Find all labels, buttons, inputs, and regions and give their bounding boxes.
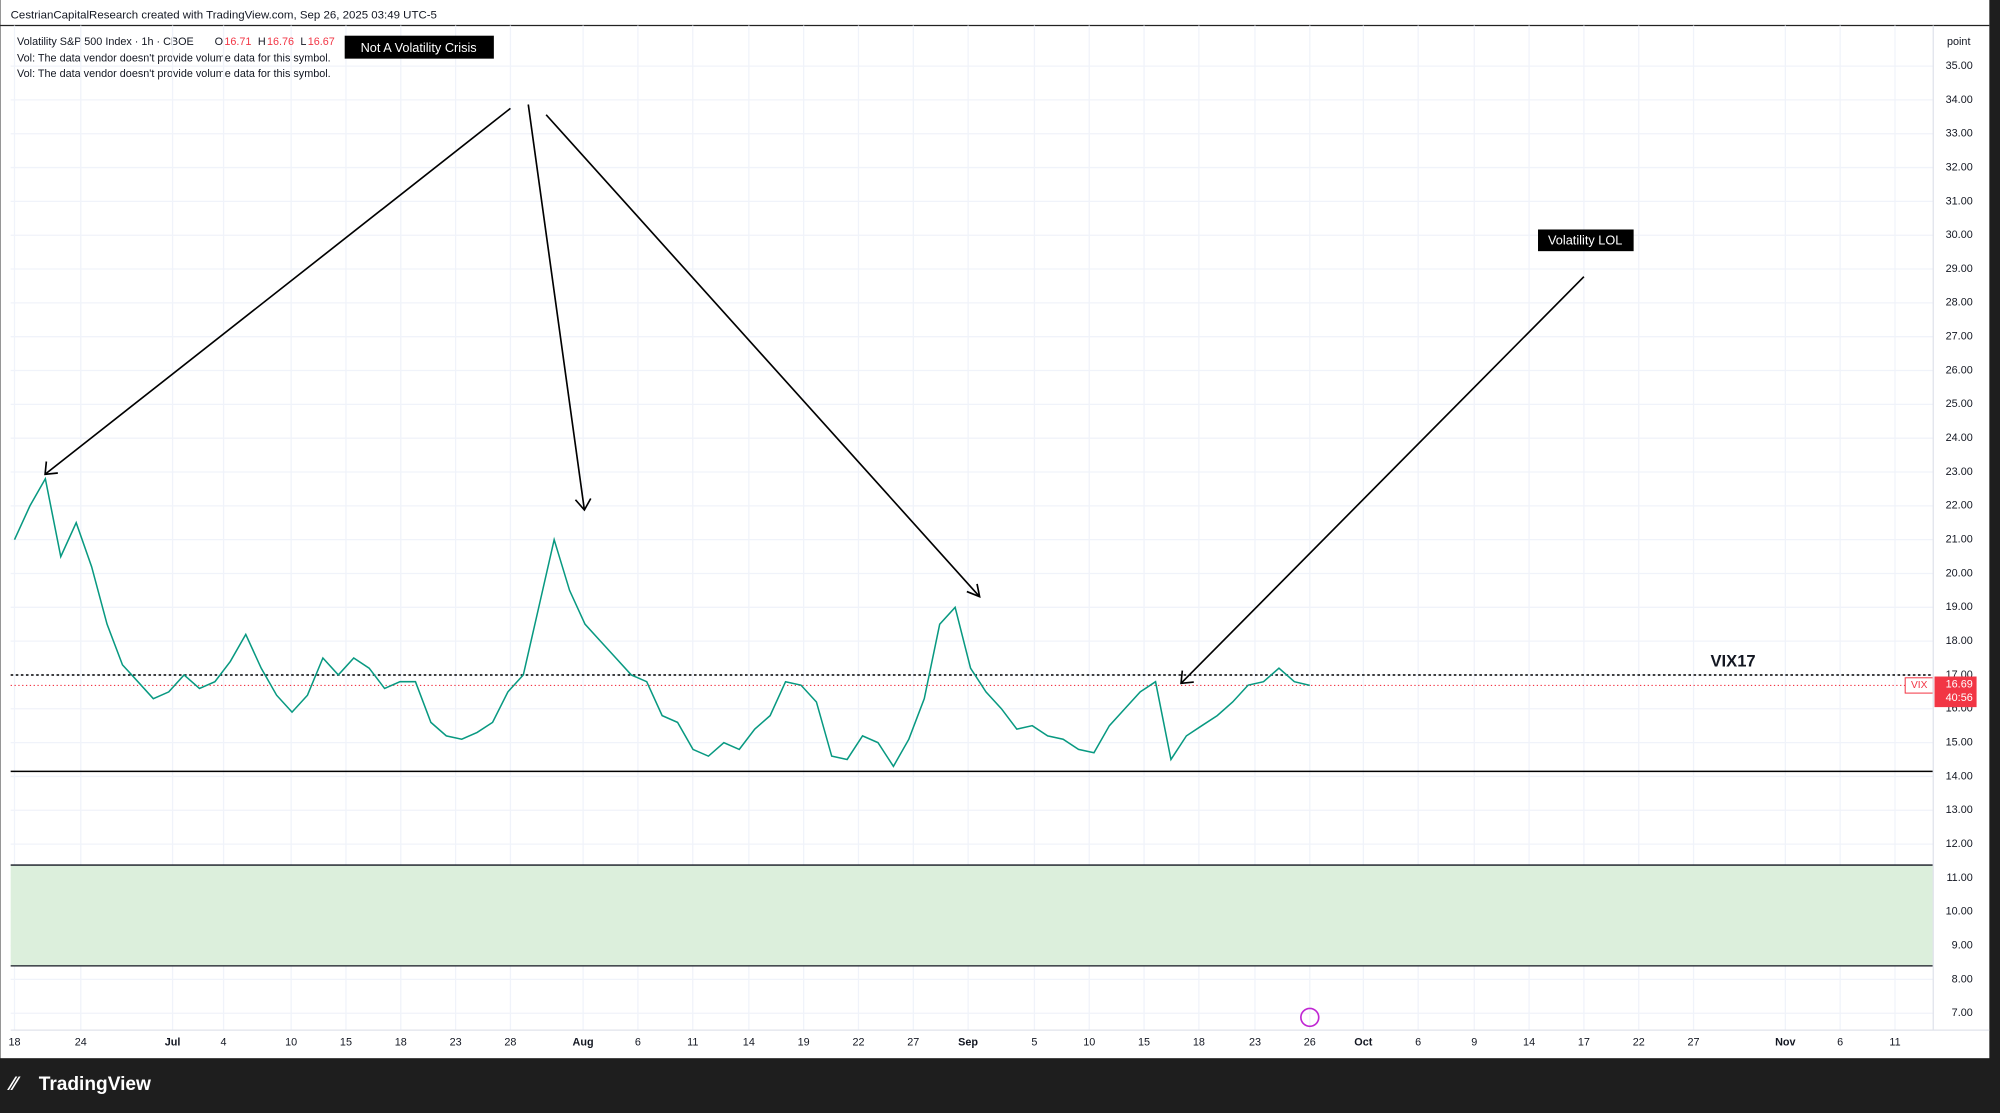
x-tick-label: 11 (687, 1037, 698, 1049)
plot: 18 24 Jul 4 10 15 18 23 28 Aug 6 11 14 19 22 27 Sep 5 10 15… (8, 25, 1990, 1049)
ohlc-label: O (215, 36, 223, 48)
y-tick-label: 13.00 (1946, 804, 1973, 816)
zone (10, 865, 1934, 966)
ohlc-label: H (258, 36, 266, 48)
annotation-box (1538, 229, 1634, 252)
x-tick-label: 10 (285, 1037, 297, 1049)
arrow (527, 104, 586, 511)
x-tick-label: Nov (1775, 1037, 1795, 1049)
arrow-head (1180, 670, 1194, 685)
ohlc-value: 16.76 (267, 36, 294, 48)
y-tick-label: 29.00 (1946, 263, 1973, 275)
annotation: Not A Volatility Crisis (361, 40, 477, 55)
arrow (44, 107, 511, 475)
y-tick-label: 7.00 (1952, 1007, 1973, 1019)
y-tick-label: 34.00 (1946, 94, 1973, 106)
x-tick-label: 27 (1688, 1037, 1700, 1049)
y-tick-label: 14.00 (1946, 770, 1973, 782)
x-tick-label: 23 (1249, 1037, 1261, 1049)
y-tick-label: 31.00 (1946, 195, 1973, 207)
x-tick-label: 6 (1837, 1037, 1843, 1049)
x-tick-label: 22 (1633, 1037, 1645, 1049)
y-tick-label: 15.00 (1946, 736, 1973, 748)
y-tick-label: 10.00 (1946, 906, 1973, 918)
x-tick-label: 28 (504, 1037, 516, 1049)
y-tick-label: 8.00 (1952, 973, 1973, 985)
x-tick-label: 6 (1415, 1037, 1421, 1049)
y-tick-label: 22.00 (1946, 500, 1973, 512)
x-tick-label: 23 (450, 1037, 462, 1049)
y-tick-label: 24.00 (1946, 432, 1973, 444)
arrow-head (44, 461, 58, 476)
ohlc-value: 16.71 (224, 36, 251, 48)
x-tick-label: 18 (8, 1037, 20, 1049)
annotation-box (344, 35, 494, 59)
vol-note: Vol: The data vendor doesn't provide vol… (17, 53, 331, 65)
vol-note: Vol: The data vendor doesn't provide vol… (17, 68, 331, 80)
y-tick-label: 26.00 (1946, 364, 1973, 376)
y-tick-label: 25.00 (1946, 398, 1973, 410)
y-tick-label: 28.00 (1946, 297, 1973, 309)
x-tick-label: 27 (907, 1037, 919, 1049)
x-tick-label: 18 (395, 1037, 407, 1049)
x-tick-label: 26 (1304, 1037, 1316, 1049)
arrow-head (574, 498, 592, 512)
y-tick-label: 23.00 (1946, 466, 1973, 478)
brand: TradingView (39, 1074, 151, 1095)
x-tick-label: 18 (1193, 1037, 1205, 1049)
y-tick-label: 33.00 (1946, 128, 1973, 140)
y-tick-label: 21.00 (1946, 534, 1973, 546)
x-tick-label: 19 (798, 1037, 810, 1049)
price-line (13, 476, 1310, 768)
y-tick-label: 35.00 (1946, 60, 1973, 72)
y-tick-label: 12.00 (1946, 838, 1973, 850)
y-tick-label: 30.00 (1946, 229, 1973, 241)
y-unit: point (1947, 36, 1970, 48)
x-tick-label: Sep (958, 1037, 978, 1049)
x-tick-label: 24 (75, 1037, 87, 1049)
annotation: Volatility LOL (1548, 232, 1622, 247)
event-icon[interactable] (1300, 1007, 1320, 1028)
symbol: Volatility S&P 500 Index · 1h · CBOE (17, 36, 194, 48)
price-tag (1934, 676, 1977, 708)
x-tick-label: 5 (1031, 1037, 1037, 1049)
arrow (1180, 276, 1585, 684)
x-tick-label: 9 (1471, 1037, 1477, 1049)
x-tick-label: 4 (221, 1037, 227, 1049)
y-tick-label: 11.00 (1946, 872, 1972, 884)
y-tick-label: 18.00 (1946, 635, 1973, 647)
y-tick-label: 27.00 (1946, 331, 1973, 343)
x-tick-label: 14 (1523, 1037, 1535, 1049)
arrow (545, 114, 981, 598)
level-label: VIX17 (1711, 652, 1756, 671)
x-tick-label: 14 (743, 1037, 755, 1049)
x-tick-label: Oct (1354, 1037, 1372, 1049)
ohlc-label: L (300, 36, 306, 48)
y-tick-label: 32.00 (1946, 161, 1973, 173)
x-tick-label: Jul (165, 1037, 181, 1049)
price-tag-value: 16.69 (1946, 679, 1973, 691)
x-tick-label: 15 (1138, 1037, 1150, 1049)
x-tick-label: 6 (635, 1037, 641, 1049)
price-tag-name: VIX (1911, 680, 1928, 691)
arrows (44, 104, 1585, 685)
credit: CestrianCapitalResearch created with Tra… (11, 9, 437, 21)
arrow-head (966, 583, 981, 598)
y-tick-label: 9.00 (1952, 939, 1973, 951)
y-tick-label: 20.00 (1946, 567, 1973, 579)
x-tick-label: 17 (1578, 1037, 1590, 1049)
x-tick-label: 11 (1889, 1037, 1900, 1049)
x-tick-label: 10 (1083, 1037, 1095, 1049)
x-tick-label: Aug (573, 1037, 594, 1049)
x-tick-label: 15 (340, 1037, 352, 1049)
y-tick-label: 19.00 (1946, 601, 1973, 613)
countdown: 40:56 (1946, 692, 1973, 704)
x-tick-label: 22 (852, 1037, 864, 1049)
ohlc-value: 16.67 (308, 36, 335, 48)
